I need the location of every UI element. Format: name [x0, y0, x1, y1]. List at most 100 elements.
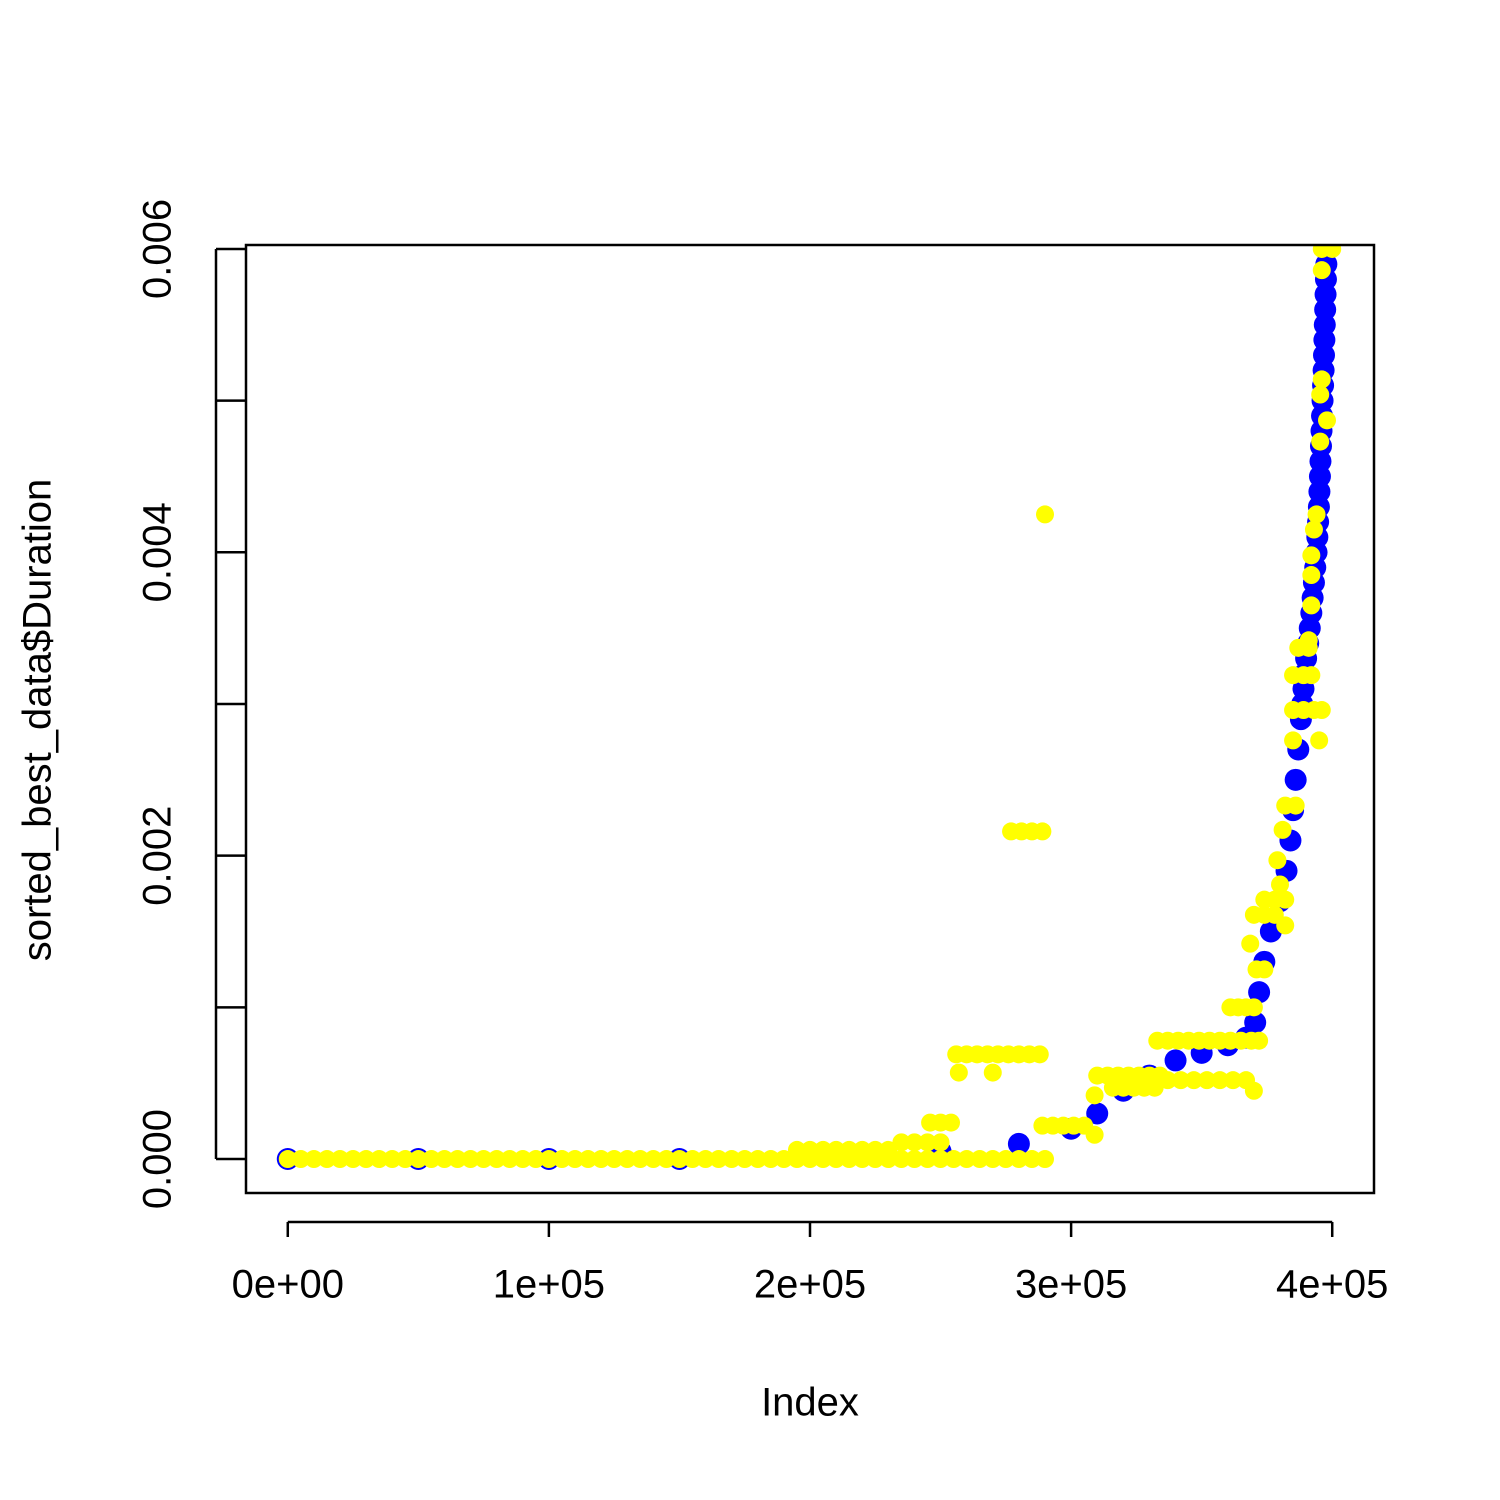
data-point — [1276, 890, 1295, 909]
data-point — [1284, 768, 1307, 791]
data-point — [957, 1150, 976, 1169]
data-point — [1255, 960, 1274, 979]
data-point — [1145, 1078, 1164, 1097]
data-point — [618, 1150, 637, 1169]
data-point — [291, 1150, 310, 1169]
data-point — [1268, 851, 1287, 870]
plot-box — [244, 243, 1376, 1195]
data-point — [1036, 505, 1054, 524]
data-point — [657, 1150, 676, 1169]
data-point — [853, 1140, 872, 1159]
data-point — [748, 1150, 767, 1169]
data-point — [1310, 731, 1329, 750]
data-point — [1184, 1071, 1203, 1090]
data-point — [317, 1150, 336, 1169]
data-point — [761, 1150, 780, 1169]
y-tick-label: 0.006 — [136, 199, 180, 299]
data-point — [944, 1150, 963, 1169]
data-point — [487, 1150, 506, 1169]
data-point — [370, 1150, 389, 1169]
data-point — [1244, 1011, 1267, 1034]
data-point — [1086, 1102, 1109, 1125]
data-point — [396, 1150, 415, 1169]
data-point — [949, 1063, 968, 1082]
y-tick-label: 0.002 — [136, 806, 180, 906]
data-point — [1307, 505, 1326, 524]
data-point — [1244, 1081, 1263, 1100]
data-point — [1312, 261, 1331, 280]
x-tick-label: 3e+05 — [1015, 1263, 1127, 1307]
data-point — [801, 1140, 819, 1159]
data-point — [331, 1150, 349, 1169]
data-point — [735, 1150, 754, 1169]
y-tick-label: 0.000 — [136, 1109, 180, 1209]
x-axis-title: Index — [761, 1381, 859, 1425]
data-point — [879, 1140, 898, 1159]
data-point — [1312, 701, 1331, 720]
data-point — [1273, 820, 1292, 839]
data-point — [892, 1133, 911, 1152]
data-point — [983, 1063, 1002, 1082]
data-point — [918, 1133, 937, 1152]
data-point — [500, 1150, 519, 1169]
data-point — [1302, 596, 1321, 615]
data-point — [709, 1150, 728, 1169]
data-point — [1036, 1150, 1054, 1169]
data-point — [1210, 1071, 1229, 1090]
data-point — [774, 1150, 793, 1169]
data-point — [840, 1140, 859, 1159]
data-point — [278, 1150, 297, 1169]
data-point — [448, 1150, 467, 1169]
data-point — [1271, 875, 1289, 894]
data-point — [683, 1150, 702, 1169]
data-point — [983, 1150, 1002, 1169]
data-point — [1318, 411, 1336, 430]
data-point — [1085, 1086, 1104, 1105]
data-point — [1085, 1125, 1104, 1144]
data-point — [1302, 666, 1321, 685]
data-point — [942, 1113, 960, 1132]
data-point — [383, 1150, 402, 1169]
data-point — [1171, 1071, 1190, 1090]
data-point — [1033, 822, 1052, 841]
data-point — [1250, 1031, 1269, 1050]
data-point — [1302, 566, 1321, 585]
data-point — [814, 1140, 833, 1159]
x-tick-label: 4e+05 — [1276, 1263, 1388, 1307]
data-point — [304, 1150, 323, 1169]
data-point — [566, 1150, 584, 1169]
data-point — [461, 1150, 480, 1169]
data-point — [1284, 731, 1303, 750]
data-point — [513, 1150, 532, 1169]
data-point — [539, 1150, 558, 1169]
data-point — [1276, 916, 1295, 935]
data-point — [1311, 385, 1330, 404]
data-point — [1302, 546, 1321, 565]
data-point — [1030, 1045, 1049, 1064]
data-point — [1299, 631, 1318, 650]
data-point — [787, 1140, 806, 1159]
data-point — [1244, 998, 1263, 1017]
data-point — [1311, 432, 1330, 451]
data-point — [892, 1150, 911, 1169]
data-point — [435, 1150, 454, 1169]
data-point — [552, 1150, 571, 1169]
data-point — [1248, 981, 1271, 1004]
data-point — [996, 1150, 1015, 1169]
data-point — [931, 1150, 950, 1169]
plot-area — [276, 245, 1342, 1171]
data-point — [422, 1150, 441, 1169]
data-point — [1197, 1071, 1216, 1090]
y-axis-title: sorted_best_data$Duration — [16, 479, 60, 962]
y-tick-label: 0.004 — [136, 502, 180, 602]
data-point — [1241, 934, 1260, 953]
data-point — [579, 1150, 598, 1169]
data-point — [905, 1150, 924, 1169]
data-point — [1022, 1150, 1041, 1169]
data-point — [526, 1150, 545, 1169]
data-point — [696, 1150, 715, 1169]
data-point — [1323, 245, 1342, 258]
data-point — [1224, 1071, 1242, 1090]
data-point — [722, 1150, 741, 1169]
data-point — [474, 1150, 493, 1169]
